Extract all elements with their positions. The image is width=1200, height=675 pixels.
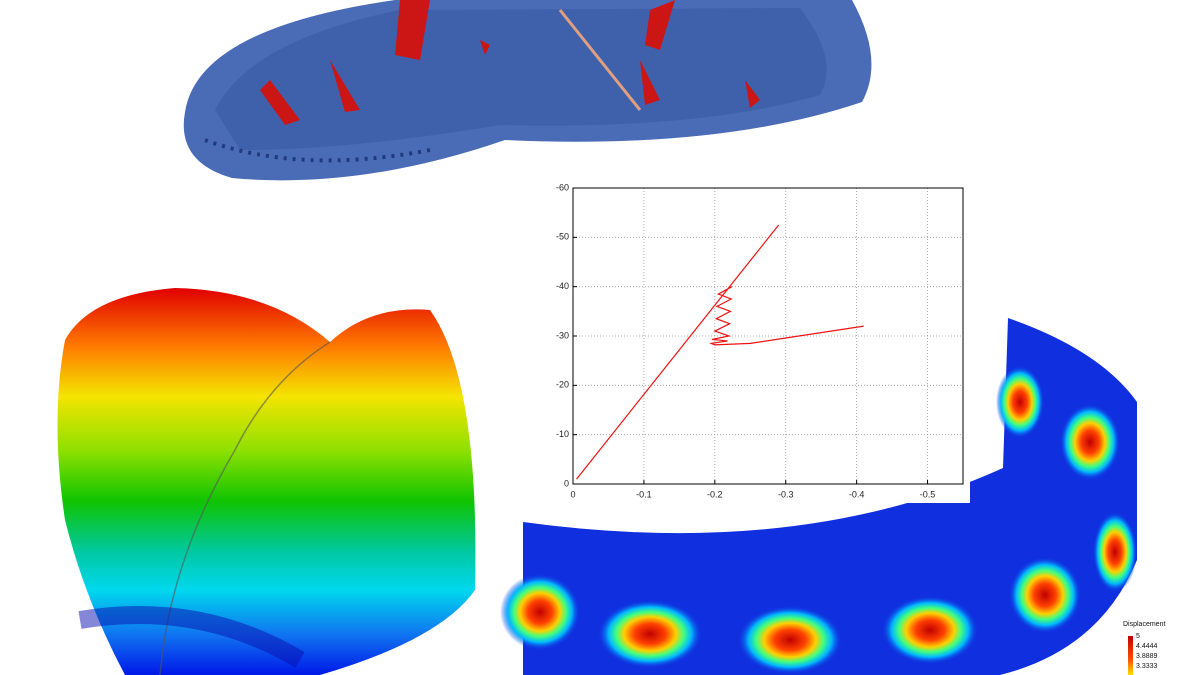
chart-background (550, 178, 970, 503)
color-bar (1128, 636, 1133, 675)
legend: Displacement 5 4.4444 3.8889 3.3333 (1123, 621, 1165, 675)
y-tick-label: -50 (556, 232, 569, 242)
y-tick-label: -10 (556, 429, 569, 439)
data-line (576, 224, 864, 480)
plot-frame (572, 187, 964, 485)
heart-render (57, 288, 476, 675)
bowl-render (183, 0, 872, 181)
y-tick-label: 0 (564, 478, 569, 488)
x-tick-label: -0.3 (778, 489, 794, 499)
x-tick-label: -0.5 (920, 489, 936, 499)
x-tick-label: -0.2 (707, 489, 723, 499)
x-tick-label: -0.4 (849, 489, 865, 499)
legend-label: 5 (1136, 633, 1140, 640)
y-tick-label: -20 (556, 380, 569, 390)
legend-title: Displacement (1123, 621, 1165, 628)
legend-label: 3.8889 (1136, 653, 1158, 660)
legend-label: 4.4444 (1136, 643, 1158, 650)
y-tick-label: -60 (556, 182, 569, 192)
y-tick-label: -40 (556, 281, 569, 291)
x-tick-label: 0 (570, 489, 575, 499)
cylinder-render (500, 318, 1137, 675)
y-tick-label: -30 (556, 330, 569, 340)
x-tick-label: -0.1 (636, 489, 652, 499)
legend-label: 3.3333 (1136, 663, 1158, 670)
chart: 0 -0.1 -0.2 -0.3 -0.4 -0.5 0 -10 -20 -30 -40 -50 -60 (550, 178, 970, 503)
